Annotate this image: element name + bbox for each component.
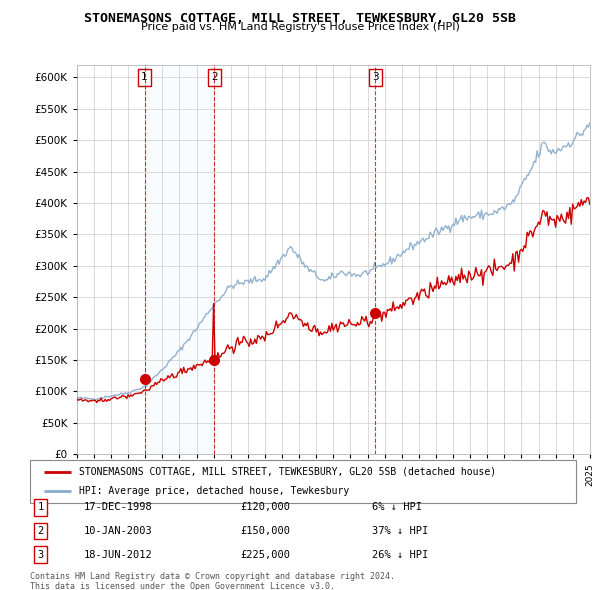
Text: Price paid vs. HM Land Registry's House Price Index (HPI): Price paid vs. HM Land Registry's House … xyxy=(140,22,460,32)
Text: STONEMASONS COTTAGE, MILL STREET, TEWKESBURY, GL20 5SB (detached house): STONEMASONS COTTAGE, MILL STREET, TEWKES… xyxy=(79,467,496,477)
Text: 1: 1 xyxy=(38,503,44,512)
Text: 2: 2 xyxy=(211,73,217,83)
Text: 6% ↓ HPI: 6% ↓ HPI xyxy=(372,503,422,512)
Text: 1: 1 xyxy=(141,73,148,83)
Text: 10-JAN-2003: 10-JAN-2003 xyxy=(84,526,153,536)
Text: 37% ↓ HPI: 37% ↓ HPI xyxy=(372,526,428,536)
Text: 18-JUN-2012: 18-JUN-2012 xyxy=(84,550,153,559)
Text: 3: 3 xyxy=(372,73,379,83)
Text: STONEMASONS COTTAGE, MILL STREET, TEWKESBURY, GL20 5SB: STONEMASONS COTTAGE, MILL STREET, TEWKES… xyxy=(84,12,516,25)
Bar xyxy=(145,65,214,454)
Text: £120,000: £120,000 xyxy=(240,503,290,512)
Text: 26% ↓ HPI: 26% ↓ HPI xyxy=(372,550,428,559)
Text: 17-DEC-1998: 17-DEC-1998 xyxy=(84,503,153,512)
FancyBboxPatch shape xyxy=(30,460,576,503)
Text: HPI: Average price, detached house, Tewkesbury: HPI: Average price, detached house, Tewk… xyxy=(79,486,349,496)
Text: 3: 3 xyxy=(38,550,44,559)
Text: Contains HM Land Registry data © Crown copyright and database right 2024.: Contains HM Land Registry data © Crown c… xyxy=(30,572,395,581)
Text: This data is licensed under the Open Government Licence v3.0.: This data is licensed under the Open Gov… xyxy=(30,582,335,590)
Text: £225,000: £225,000 xyxy=(240,550,290,559)
Text: 2: 2 xyxy=(38,526,44,536)
Text: £150,000: £150,000 xyxy=(240,526,290,536)
